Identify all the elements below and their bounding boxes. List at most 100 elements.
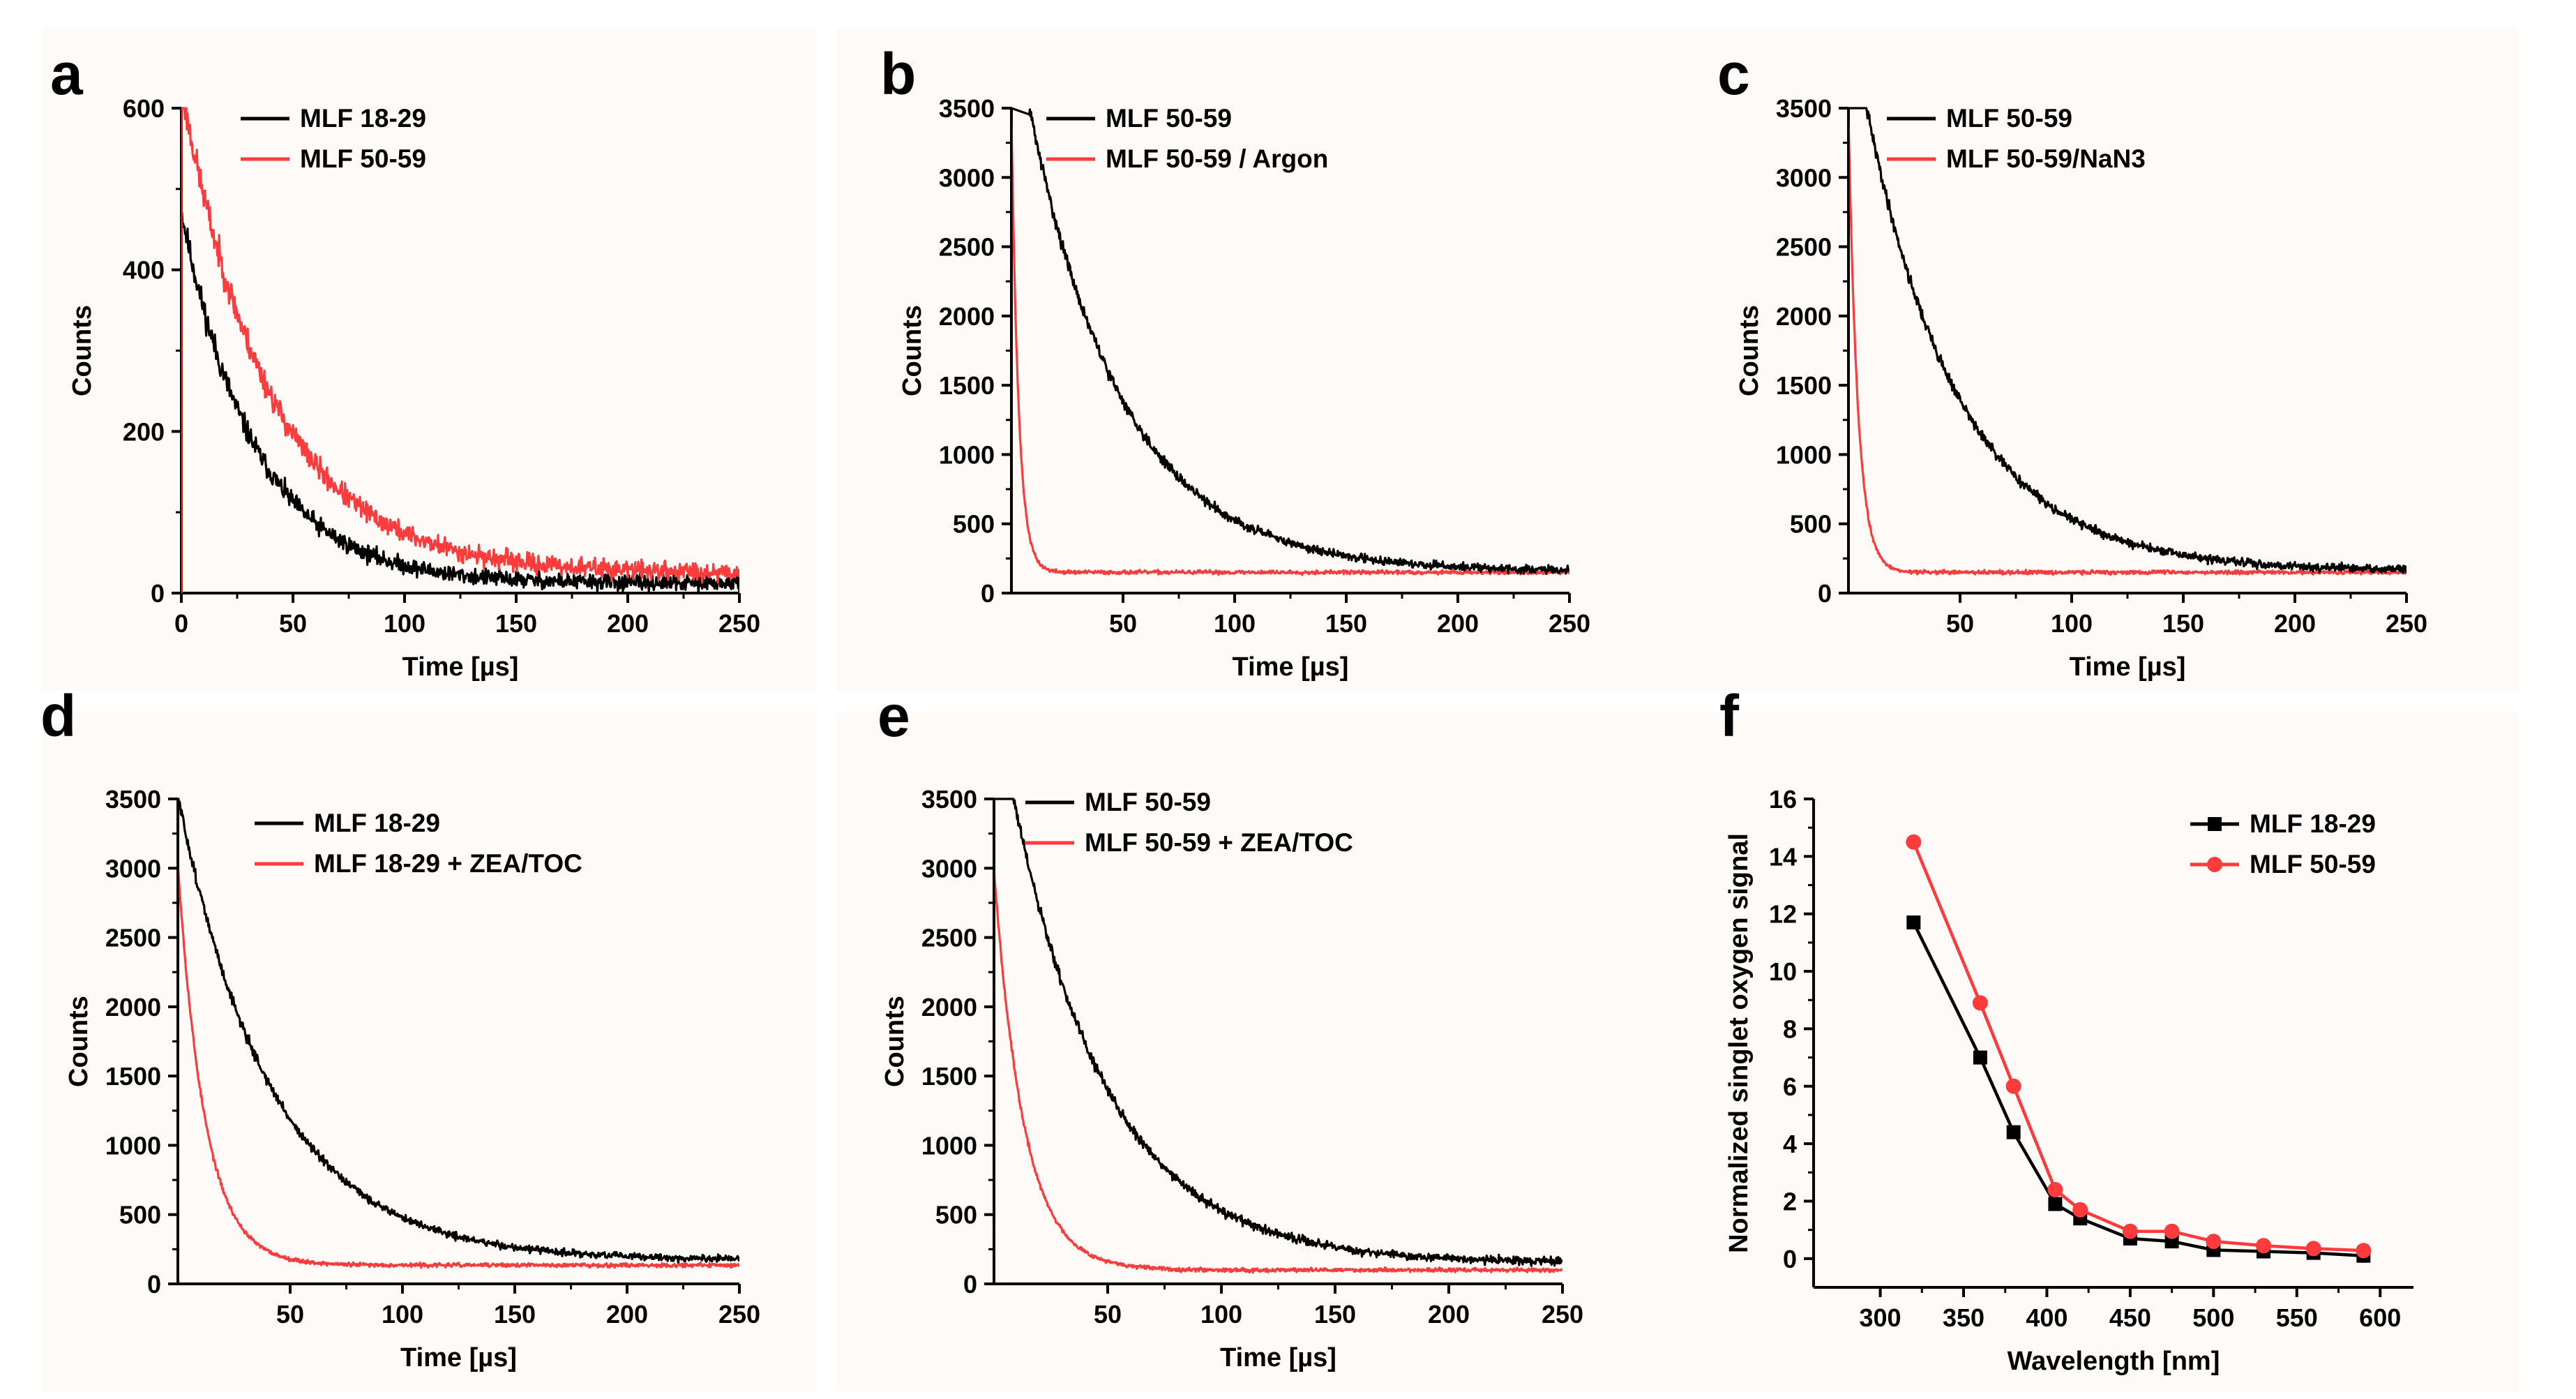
legend-item-2: MLF 50-59 + ZEA/TOC	[1025, 828, 1353, 857]
legend-label: MLF 18-29	[2250, 809, 2376, 838]
x-tick-label: 450	[2109, 1303, 2151, 1332]
y-tick-label: 2500	[921, 924, 977, 952]
legend: MLF 50-59 MLF 50-59/NaN3	[1887, 104, 2146, 173]
panel-c: 50 100 150 200 25005001000150020002500300035…	[1681, 28, 2518, 691]
panel-background	[1681, 28, 2518, 691]
x-tick-label: 100	[1214, 609, 1256, 638]
x-tick-label: 250	[2386, 609, 2427, 638]
legend: MLF 18-29 MLF 50-59	[241, 104, 426, 173]
data-point	[2305, 1241, 2321, 1257]
x-tick-label: 100	[2051, 609, 2093, 638]
panel-background	[837, 712, 1681, 1392]
y-tick-label: 500	[953, 510, 995, 539]
y-tick-label: 3000	[939, 163, 995, 192]
y-tick-label: 2500	[105, 924, 161, 952]
y-tick-label: 1000	[939, 440, 995, 469]
x-tick-label: 150	[495, 609, 537, 638]
y-tick-label: 3500	[105, 785, 161, 814]
panel-letter: d	[40, 683, 76, 749]
x-tick-label: 200	[2274, 609, 2316, 638]
series-mlf-50-59-argon-trace	[1011, 107, 1569, 593]
series-mlf-50-59-nan3-trace	[1848, 107, 2406, 593]
x-tick-label: 150	[1314, 1300, 1356, 1329]
y-tick-label: 3000	[921, 854, 977, 883]
x-tick-label: 200	[1437, 609, 1479, 638]
x-tick-label: 200	[1428, 1300, 1470, 1329]
legend-label: MLF 50-59	[2250, 850, 2376, 878]
legend: MLF 50-59 MLF 50-59 / Argon	[1046, 104, 1328, 173]
x-tick-label: 250	[1542, 1300, 1583, 1329]
data-point	[2256, 1238, 2271, 1254]
series-mlf-18-29-trace	[181, 107, 739, 593]
x-axis-title: Time [µs]	[400, 1343, 517, 1372]
y-tick-label: 500	[1790, 510, 1832, 539]
y-tick-label: 6	[1783, 1072, 1797, 1101]
legend-item-1: MLF 50-59	[1046, 104, 1232, 133]
y-tick-label: 0	[1818, 579, 1832, 608]
series-mlf-18-29-zea-toc-trace	[178, 867, 739, 1284]
panel-a: 0 50 100 150 200 250 0 200 400 600 Time [µs] Counts…	[42, 28, 816, 691]
x-tick-label: 200	[606, 1300, 648, 1329]
panel-e: 50 100 150 200 25005001000150020002500300035…	[837, 683, 1681, 1392]
legend-item-2: MLF 50-59/NaN3	[1887, 144, 2146, 173]
legend-item-2: MLF 50-59	[241, 144, 426, 173]
x-tick-label: 100	[384, 609, 425, 638]
x-axis-title: Time [µs]	[1233, 652, 1349, 682]
data-point	[2047, 1182, 2063, 1197]
data-point	[2164, 1223, 2180, 1239]
y-tick-label: 1500	[939, 371, 995, 400]
y-tick-label: 2500	[939, 233, 995, 262]
legend-marker	[2207, 857, 2222, 872]
data-point	[1906, 915, 1921, 930]
x-axis-title: Time [µs]	[402, 652, 519, 682]
legend-item-2: MLF 50-59 / Argon	[1046, 144, 1328, 173]
y-axis-title: Counts	[880, 996, 910, 1087]
x-tick-label: 50	[1946, 609, 1974, 638]
legend-label: MLF 50-59	[1946, 104, 2072, 133]
y-tick-label: 2	[1783, 1187, 1797, 1215]
y-axis-title: Counts	[1735, 305, 1764, 396]
legend-label: MLF 50-59	[1106, 104, 1232, 133]
y-tick-label: 200	[123, 417, 165, 446]
y-tick-label: 1500	[105, 1062, 161, 1091]
panel-letter: b	[880, 41, 916, 107]
plot-area	[1011, 107, 1569, 593]
x-tick-label: 200	[607, 609, 649, 638]
y-tick-label: 0	[1783, 1245, 1797, 1273]
panel-f: 300 350 400 450 500 550 600 0 2 4 6 8 10 12 14 16 Wavele…	[1681, 683, 2518, 1392]
series-mlf-50-59-trace	[1848, 107, 2406, 593]
legend-item-1: MLF 18-29	[255, 809, 440, 837]
plot-area	[1906, 834, 2372, 1263]
y-tick-label: 3000	[105, 854, 161, 883]
y-tick-label: 4	[1783, 1130, 1797, 1158]
y-tick-label: 500	[119, 1201, 161, 1229]
legend-label: MLF 18-29	[300, 104, 426, 133]
panel-letter: f	[1719, 683, 1740, 749]
x-tick-label: 150	[2162, 609, 2204, 638]
y-axis-title: Counts	[898, 305, 927, 396]
plot-area	[994, 798, 1562, 1284]
y-tick-label: 3500	[1776, 94, 1832, 123]
y-tick-label: 3500	[939, 94, 995, 123]
legend-label: MLF 50-59 / Argon	[1106, 144, 1328, 173]
y-tick-label: 0	[147, 1270, 161, 1299]
legend-item-1: MLF 50-59	[1025, 788, 1211, 816]
panel-letter: c	[1717, 41, 1750, 107]
data-point	[2072, 1202, 2088, 1218]
y-tick-label: 0	[151, 579, 165, 608]
y-tick-label: 1500	[1776, 371, 1832, 400]
x-tick-label: 0	[174, 609, 188, 638]
y-tick-label: 2000	[921, 993, 977, 1022]
y-tick-label: 2000	[105, 993, 161, 1022]
y-tick-label: 600	[123, 94, 165, 123]
series-mlf-50-59-zea-toc-trace	[994, 867, 1562, 1284]
x-axis-title: Time [µs]	[1220, 1343, 1336, 1372]
plot-area	[181, 107, 739, 593]
y-tick-label: 10	[1769, 957, 1797, 986]
series-mlf-50-59-trace	[1011, 107, 1569, 593]
y-tick-label: 2000	[1776, 302, 1832, 331]
y-tick-label: 2500	[1776, 233, 1832, 262]
legend-marker	[2208, 817, 2222, 831]
data-point	[2206, 1234, 2222, 1250]
y-tick-label: 14	[1769, 842, 1797, 871]
